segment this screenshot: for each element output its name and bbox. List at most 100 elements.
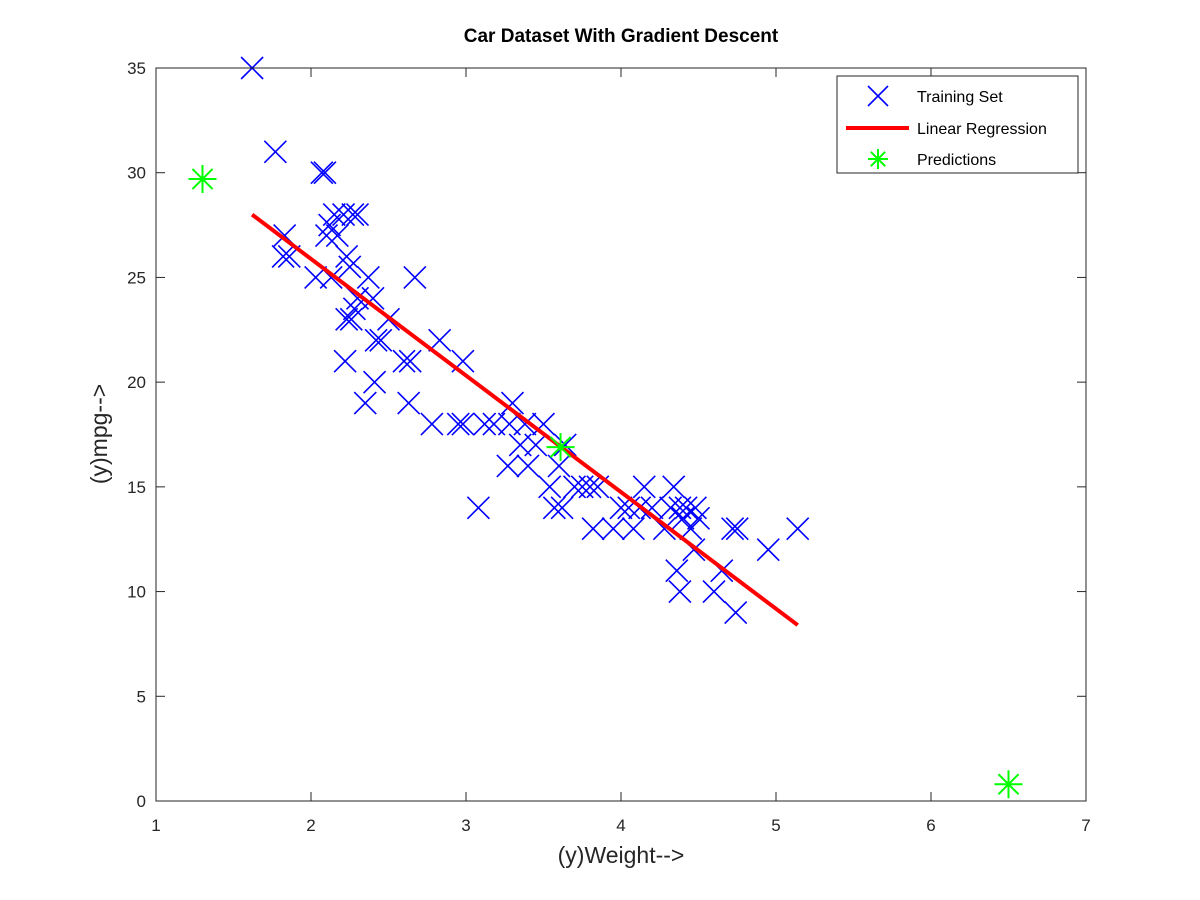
training-set-series (240, 56, 810, 625)
marker-stroke (997, 773, 1020, 796)
marker-stroke (322, 203, 346, 227)
x-tick-label: 6 (926, 816, 935, 835)
training-point (547, 454, 571, 478)
training-point (640, 496, 664, 520)
marker-stroke (601, 517, 625, 541)
marker-stroke (724, 600, 748, 625)
training-point (322, 203, 346, 227)
training-point (325, 223, 349, 248)
marker-stroke (446, 412, 470, 436)
training-point (679, 517, 703, 541)
training-point (662, 475, 686, 499)
training-point (392, 349, 416, 373)
marker-stroke (581, 517, 605, 541)
training-point (578, 475, 602, 499)
training-point (403, 265, 427, 289)
x-tick-label: 5 (771, 816, 780, 835)
training-point (786, 517, 810, 541)
training-point (466, 496, 490, 520)
marker-stroke (609, 496, 633, 520)
marker-stroke (652, 517, 676, 541)
training-point (451, 412, 475, 436)
marker-stroke (271, 244, 295, 269)
training-point (581, 517, 605, 541)
training-point (333, 349, 357, 373)
plot-area (156, 68, 1086, 801)
marker-stroke (496, 454, 520, 478)
marker-stroke (542, 496, 566, 520)
training-point (668, 580, 692, 604)
x-axis-title: (y)Weight--> (558, 842, 685, 868)
marker-stroke (341, 203, 365, 227)
axes-layer: 1 2 3 4 5 6 7 0 5 10 15 20 25 30 35 (127, 59, 1091, 835)
training-point (263, 140, 287, 164)
marker-stroke (369, 328, 393, 352)
marker-stroke (310, 161, 334, 185)
training-point (516, 454, 540, 478)
x-tick-label: 7 (1081, 816, 1090, 835)
training-point (553, 433, 577, 457)
marker-stroke (550, 496, 574, 520)
marker-stroke (702, 580, 726, 604)
legend-item: Predictions (868, 149, 996, 169)
marker-stroke (333, 349, 357, 373)
marker-stroke (665, 559, 689, 583)
legend: Training Set Linear Regression Predictions (836, 75, 1079, 174)
marker-stroke (356, 265, 380, 289)
training-point (632, 475, 656, 499)
training-point (473, 412, 497, 436)
marker-stroke (686, 506, 711, 530)
training-point (686, 506, 711, 530)
training-point (538, 475, 562, 499)
marker-stroke (364, 328, 388, 352)
marker-stroke (313, 161, 337, 185)
training-point (364, 328, 388, 352)
legend-label: Linear Regression (917, 121, 1047, 138)
marker-stroke (319, 265, 343, 289)
training-point (356, 265, 380, 289)
training-point (724, 600, 748, 625)
training-point (310, 161, 334, 185)
y-tick-label: 10 (127, 583, 146, 602)
marker-stroke (538, 475, 562, 499)
marker-stroke (725, 517, 749, 541)
y-tick-label: 30 (127, 164, 146, 183)
y-tick-label: 15 (127, 478, 146, 497)
marker-stroke (428, 328, 452, 352)
marker-stroke (547, 454, 571, 478)
training-point (496, 454, 520, 478)
training-point (361, 286, 385, 310)
marker-stroke (353, 391, 377, 415)
legend-label: Predictions (917, 152, 996, 169)
training-point (397, 391, 421, 415)
series-layer (188, 56, 1023, 799)
marker-stroke (451, 412, 475, 436)
marker-stroke (553, 433, 577, 457)
training-point (339, 307, 363, 331)
marker-stroke (721, 517, 745, 541)
prediction-point (188, 164, 217, 193)
y-tick-label: 25 (127, 268, 146, 287)
training-point (353, 391, 377, 415)
marker-stroke (513, 412, 537, 436)
x-tick-label: 2 (306, 816, 315, 835)
training-point (542, 496, 566, 520)
marker-stroke (617, 496, 641, 520)
marker-stroke (756, 538, 780, 562)
marker-stroke (466, 496, 490, 520)
y-tick-label: 35 (127, 59, 146, 78)
marker-stroke (420, 412, 444, 436)
marker-stroke (682, 538, 706, 562)
prediction-point (994, 770, 1023, 799)
regression-line (250, 213, 799, 627)
marker-stroke (473, 412, 497, 436)
y-tick-label: 20 (127, 373, 146, 392)
x-tick-label: 3 (461, 816, 470, 835)
training-point (617, 496, 641, 520)
marker-stroke (531, 412, 556, 436)
marker-stroke (345, 203, 370, 227)
marker-stroke (867, 85, 889, 107)
training-point (500, 391, 525, 415)
